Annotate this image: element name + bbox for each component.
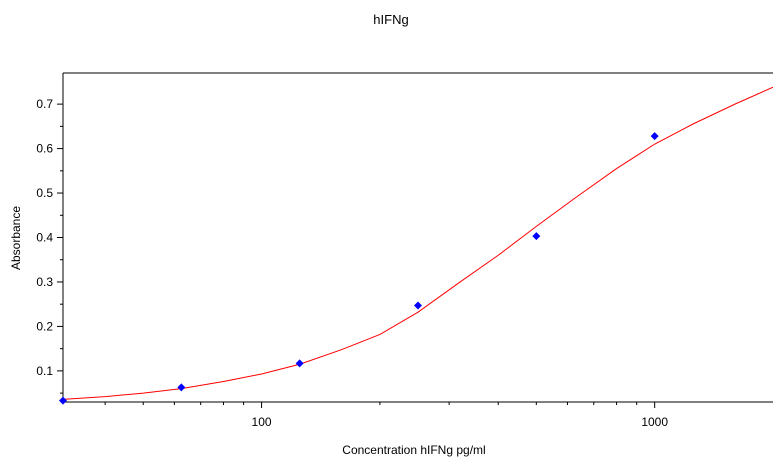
y-tick-label: 0.7 <box>36 97 53 111</box>
chart-title: hIFNg <box>373 12 408 27</box>
y-tick-label: 0.2 <box>36 319 53 333</box>
x-tick-label: 100 <box>252 415 272 429</box>
y-tick-label: 0.4 <box>36 231 53 245</box>
x-ticks: 100 1000 <box>104 402 668 429</box>
y-tick-label: 0.6 <box>36 142 53 156</box>
data-point <box>295 359 304 368</box>
y-ticks: 0.1 0.2 0.3 0.4 0.5 0.6 0.7 <box>36 97 63 394</box>
plot-area <box>62 72 773 403</box>
x-axis-label: Concentration hIFNg pg/ml <box>342 443 485 457</box>
series-layer <box>59 86 773 405</box>
data-point <box>177 383 186 392</box>
x-tick-label: 1000 <box>641 415 668 429</box>
data-point <box>532 232 541 241</box>
data-point <box>414 301 422 310</box>
fit-curve-line <box>62 86 773 400</box>
data-point <box>59 396 67 405</box>
data-point <box>650 132 659 141</box>
y-tick-label: 0.5 <box>36 186 53 200</box>
y-tick-label: 0.1 <box>36 364 53 378</box>
y-axis-label: Absorbance <box>9 206 23 270</box>
y-tick-label: 0.3 <box>36 275 53 289</box>
